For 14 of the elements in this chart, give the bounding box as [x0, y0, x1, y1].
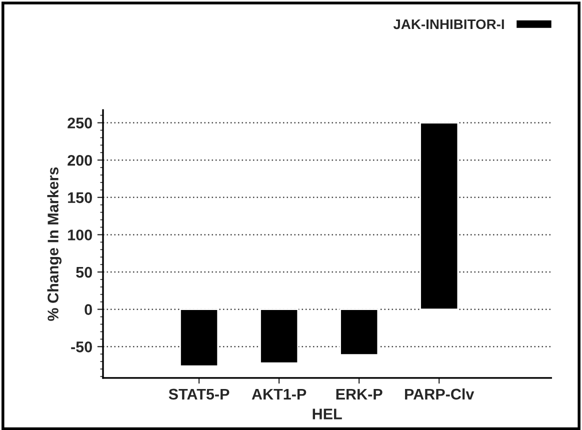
x-axis-title: HEL: [312, 408, 342, 420]
y-tick-label: 50: [76, 266, 92, 278]
y-tick-label: 0: [84, 304, 92, 316]
y-tick-label: 100: [68, 230, 92, 240]
y-tick-label: 150: [68, 192, 92, 204]
legend-label: JAK-INHIBITOR-I: [393, 19, 504, 30]
y-tick-label: 200: [68, 154, 92, 166]
x-tick-label: AKT1-P: [252, 388, 306, 400]
x-tick-label: STAT5-P: [168, 388, 230, 400]
y-tick-label: 250: [68, 118, 92, 128]
x-tick-label: ERK-P: [336, 388, 382, 400]
x-tick-label: PARP-Clv: [405, 388, 474, 400]
y-axis-title: % Change In Markers: [47, 167, 62, 321]
y-tick-label: -50: [71, 341, 92, 352]
